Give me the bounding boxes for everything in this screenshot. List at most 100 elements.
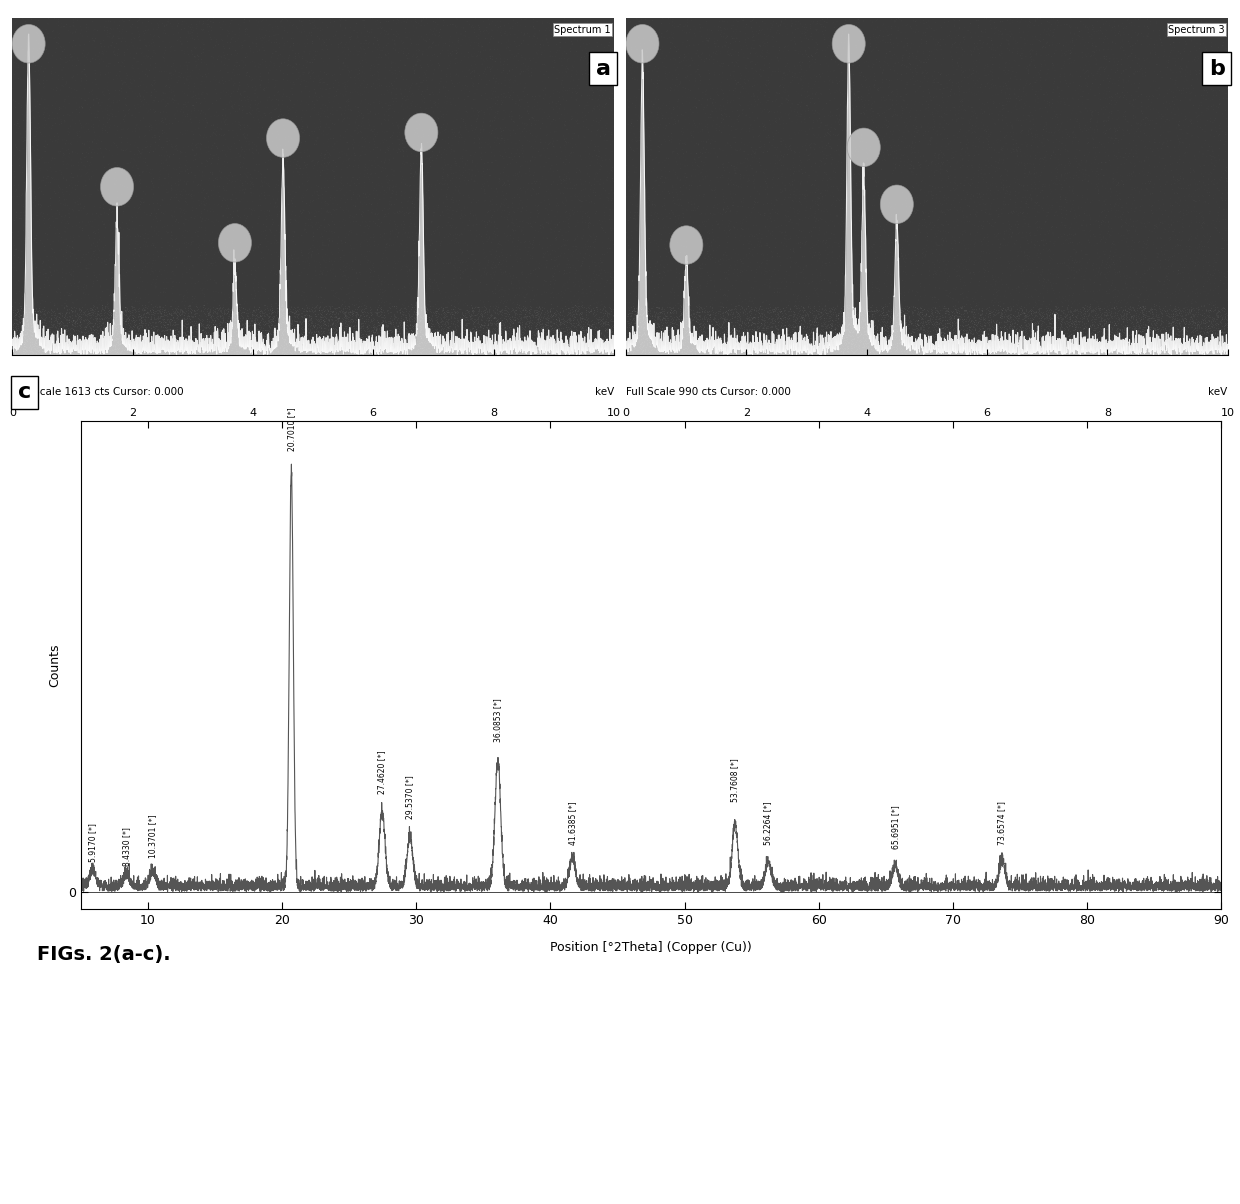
Point xyxy=(281,337,301,356)
Point xyxy=(661,347,681,366)
Point xyxy=(594,306,614,325)
Point xyxy=(908,35,928,54)
Point xyxy=(763,341,782,360)
Point xyxy=(567,61,587,81)
Point xyxy=(730,76,750,95)
Point xyxy=(50,318,69,337)
Point xyxy=(993,338,1013,358)
Point xyxy=(203,231,223,250)
Point xyxy=(780,300,800,319)
Point xyxy=(491,319,511,338)
Point xyxy=(883,287,903,306)
Point xyxy=(639,89,658,108)
Point xyxy=(1185,343,1205,362)
Point xyxy=(810,110,830,129)
Point xyxy=(573,108,593,128)
Point xyxy=(388,13,408,33)
Point xyxy=(844,16,864,35)
Point xyxy=(107,256,126,276)
Point xyxy=(996,160,1016,179)
Point xyxy=(931,196,951,216)
Point xyxy=(1037,344,1056,364)
Point xyxy=(159,182,179,201)
Point xyxy=(662,299,682,318)
Point xyxy=(1107,327,1127,347)
Point xyxy=(595,321,615,341)
Point xyxy=(703,178,723,197)
Point xyxy=(501,207,521,226)
Point xyxy=(372,228,392,247)
Point xyxy=(397,342,417,361)
Point xyxy=(414,313,434,332)
Point xyxy=(1167,125,1187,144)
Point xyxy=(647,211,667,230)
Point xyxy=(801,323,821,342)
Point xyxy=(1091,324,1111,343)
Point xyxy=(639,169,658,188)
Point xyxy=(827,43,847,63)
Point xyxy=(1117,229,1137,248)
Point xyxy=(515,305,534,324)
Point xyxy=(212,52,232,71)
Point xyxy=(372,116,392,135)
Point xyxy=(807,335,827,354)
Point xyxy=(918,231,937,250)
Point xyxy=(894,37,914,57)
Point xyxy=(1050,301,1070,320)
Point xyxy=(211,75,231,94)
Point xyxy=(1123,313,1143,332)
Point xyxy=(278,243,298,262)
Point xyxy=(759,344,779,364)
Point xyxy=(564,296,584,315)
Point xyxy=(438,154,458,173)
Point xyxy=(701,324,720,343)
Point xyxy=(477,31,497,51)
Point xyxy=(149,248,169,267)
Point xyxy=(588,34,608,53)
Point xyxy=(466,296,486,315)
Point xyxy=(92,300,112,319)
Point xyxy=(139,312,159,331)
Point xyxy=(165,212,185,231)
Point xyxy=(698,318,718,337)
Point xyxy=(1087,235,1107,254)
Point xyxy=(182,18,202,37)
Point xyxy=(319,341,339,360)
Point xyxy=(367,302,387,321)
Point xyxy=(1190,323,1210,342)
Point xyxy=(625,308,645,327)
Point xyxy=(965,253,985,272)
Point xyxy=(303,237,322,256)
Point xyxy=(738,340,758,359)
Point xyxy=(446,266,466,285)
Point xyxy=(667,327,687,347)
Point xyxy=(991,170,1011,189)
Point xyxy=(872,303,892,323)
Point xyxy=(982,291,1002,311)
Point xyxy=(79,323,99,342)
Point xyxy=(144,324,164,343)
Point xyxy=(404,214,424,234)
Point xyxy=(1200,281,1220,300)
Point xyxy=(785,188,805,207)
Point xyxy=(1066,326,1086,346)
Point xyxy=(680,194,699,213)
Point xyxy=(1159,336,1179,355)
Point xyxy=(301,315,321,335)
Point xyxy=(1166,237,1185,256)
Point xyxy=(335,305,355,324)
Point xyxy=(539,312,559,331)
Point xyxy=(1032,79,1052,99)
Point xyxy=(156,256,176,276)
Point xyxy=(760,295,780,314)
Point xyxy=(838,270,858,289)
Point xyxy=(743,59,763,78)
Point xyxy=(997,25,1017,45)
Point xyxy=(434,206,454,225)
Point xyxy=(1074,202,1094,222)
Point xyxy=(434,325,454,344)
Point xyxy=(73,305,93,324)
Point xyxy=(386,337,405,356)
Point xyxy=(84,296,104,315)
Point xyxy=(144,41,164,60)
